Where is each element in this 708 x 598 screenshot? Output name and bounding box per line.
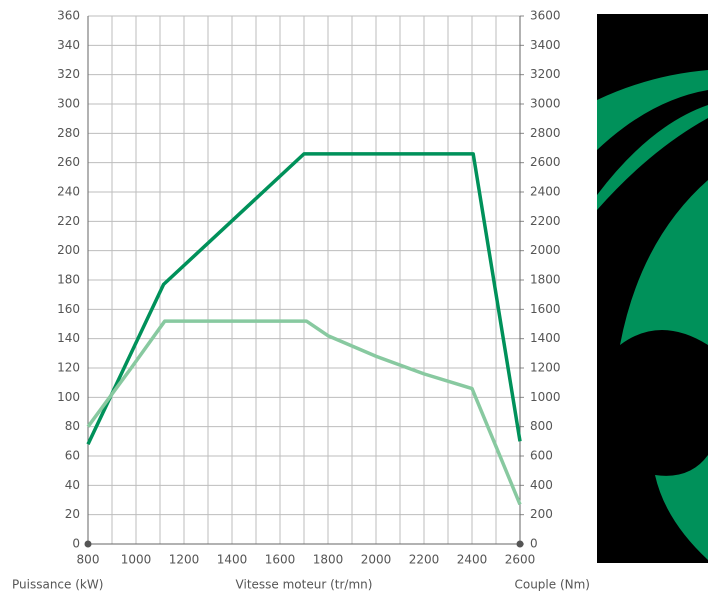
y-tick-label: 260 (57, 155, 80, 169)
x-tick-label: 1000 (121, 553, 152, 567)
x-tick-label: 2200 (409, 553, 440, 567)
y-tick-label: 300 (57, 97, 80, 111)
x-tick-label: 800 (77, 553, 100, 567)
y-tick-label: 0 (72, 537, 80, 551)
y2-tick-label: 600 (530, 449, 553, 463)
y-tick-label: 340 (57, 38, 80, 52)
x-tick-label: 1600 (265, 553, 296, 567)
y-axis-title: Puissance (kW) (12, 578, 103, 592)
y-tick-label: 320 (57, 67, 80, 81)
y-tick-label: 20 (65, 507, 80, 521)
y2-tick-label: 1600 (530, 302, 561, 316)
y2-tick-label: 2600 (530, 155, 561, 169)
y2-tick-label: 2200 (530, 214, 561, 228)
axis-dot (516, 540, 524, 548)
x-tick-label: 1800 (313, 553, 344, 567)
series-line (86, 319, 522, 506)
y2-tick-label: 1400 (530, 331, 561, 345)
x-tick-label: 2400 (457, 553, 488, 567)
y-tick-label: 40 (65, 478, 80, 492)
y2-tick-label: 3200 (530, 67, 561, 81)
series-line (86, 152, 522, 446)
y-tick-label: 120 (57, 361, 80, 375)
y-tick-label: 100 (57, 390, 80, 404)
y2-tick-label: 3400 (530, 38, 561, 52)
decoration (597, 14, 708, 563)
y2-tick-label: 0 (530, 537, 538, 551)
y2-tick-label: 1000 (530, 390, 561, 404)
y-tick-label: 60 (65, 449, 80, 463)
y-tick-label: 160 (57, 302, 80, 316)
y2-tick-label: 2000 (530, 243, 561, 257)
y2-tick-label: 3600 (530, 9, 561, 23)
y2-tick-label: 200 (530, 507, 553, 521)
y-tick-label: 200 (57, 243, 80, 257)
x-axis-title: Vitesse moteur (tr/mn) (236, 578, 373, 592)
y2-tick-label: 2800 (530, 126, 561, 140)
y-tick-label: 280 (57, 126, 80, 140)
y2-tick-label: 400 (530, 478, 553, 492)
x-tick-label: 2600 (505, 553, 536, 567)
y-tick-label: 240 (57, 185, 80, 199)
y2-tick-label: 3000 (530, 97, 561, 111)
x-tick-label: 1200 (169, 553, 200, 567)
axis-dot (84, 540, 92, 548)
y-tick-label: 180 (57, 273, 80, 287)
y2-tick-label: 1200 (530, 361, 561, 375)
y-tick-label: 80 (65, 419, 80, 433)
x-tick-label: 2000 (361, 553, 392, 567)
y2-tick-label: 2400 (530, 185, 561, 199)
y-tick-label: 360 (57, 9, 80, 23)
y-tick-label: 220 (57, 214, 80, 228)
y-tick-label: 140 (57, 331, 80, 345)
y2-tick-label: 800 (530, 419, 553, 433)
y2-tick-label: 1800 (530, 273, 561, 287)
x-tick-label: 1400 (217, 553, 248, 567)
y2-axis-title: Couple (Nm) (514, 578, 590, 592)
